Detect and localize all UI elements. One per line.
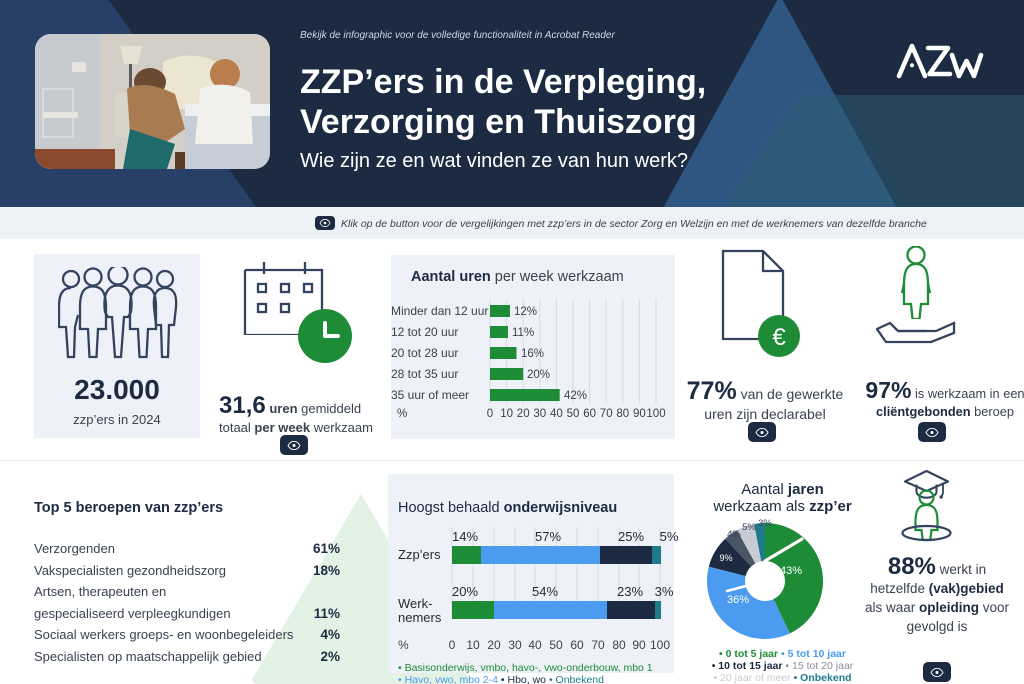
- svg-text:70: 70: [591, 638, 605, 652]
- svg-text:57%: 57%: [535, 529, 561, 544]
- svg-text:50: 50: [549, 638, 563, 652]
- svg-text:40: 40: [528, 638, 542, 652]
- svg-text:36%: 36%: [727, 594, 749, 606]
- svg-text:5%: 5%: [660, 529, 679, 544]
- svg-text:14%: 14%: [452, 529, 478, 544]
- svg-text:23%: 23%: [617, 584, 643, 599]
- svg-text:54%: 54%: [532, 584, 558, 599]
- svg-text:5%: 5%: [742, 522, 756, 533]
- svg-text:25%: 25%: [618, 529, 644, 544]
- svg-text:80: 80: [612, 638, 626, 652]
- svg-text:10: 10: [466, 638, 480, 652]
- svg-text:60: 60: [570, 638, 584, 652]
- svg-text:3%: 3%: [758, 518, 772, 529]
- svg-text:9%: 9%: [719, 553, 732, 563]
- svg-text:20%: 20%: [452, 584, 478, 599]
- svg-text:3%: 3%: [655, 584, 674, 599]
- svg-text:100: 100: [650, 638, 670, 652]
- svg-text:43%: 43%: [780, 565, 802, 577]
- svg-text:0: 0: [449, 638, 456, 652]
- svg-text:30: 30: [508, 638, 522, 652]
- svg-text:90: 90: [632, 638, 646, 652]
- svg-text:%: %: [398, 638, 409, 652]
- svg-text:20: 20: [487, 638, 501, 652]
- svg-text:4%: 4%: [727, 529, 741, 540]
- svg-text:€: €: [772, 324, 786, 351]
